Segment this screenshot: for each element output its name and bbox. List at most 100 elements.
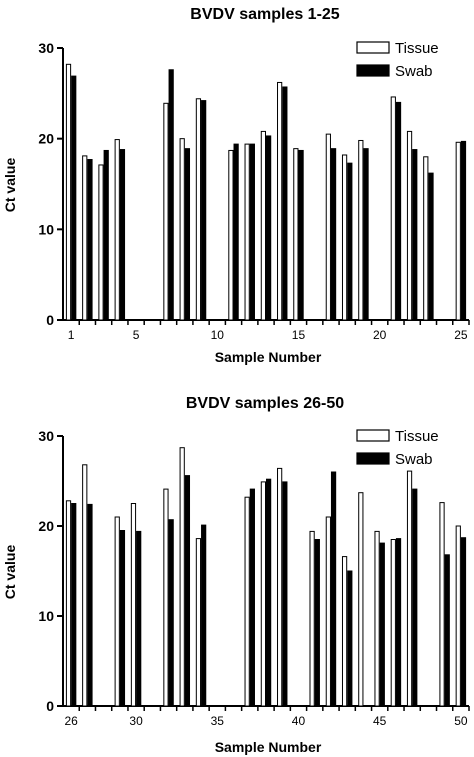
bar-tissue-sample-22 (406, 130, 413, 321)
axes: 0 10 20 30 26 30 35 40 45 50 (38, 428, 470, 728)
bar-tissue-sample-2 (82, 155, 88, 321)
bar-tissue-sample-46 (390, 539, 396, 707)
legend-label-swab: Swab (395, 63, 433, 80)
x-tick-label: 25 (454, 328, 468, 342)
x-tick-label: 30 (129, 714, 143, 728)
bar-swab-sample-23 (428, 172, 434, 321)
chart-title: BVDV samples 1-25 (190, 6, 340, 23)
x-tick-label: 26 (64, 714, 78, 728)
bar-tissue-sample-29 (114, 516, 120, 707)
bar-tissue-sample-38 (260, 481, 266, 707)
chart-panel-1: BVDV samples 1-25 Ct value Sample Number… (2, 6, 470, 365)
bar-swab-sample-32 (168, 519, 174, 707)
bars (65, 63, 467, 321)
bar-swab-sample-26 (71, 503, 77, 707)
bar-swab-sample-38 (266, 478, 272, 707)
bar-swab-sample-19 (363, 148, 369, 321)
chart-title: BVDV samples 26-50 (186, 395, 344, 412)
bar-tissue-sample-7 (163, 102, 169, 321)
bar-tissue-sample-18 (341, 154, 348, 321)
bar-tissue-sample-37 (244, 496, 250, 707)
legend-swatch-swab (356, 64, 390, 77)
bar-tissue-sample-43 (341, 556, 348, 707)
bar-swab-sample-17 (330, 148, 337, 321)
bars (65, 447, 467, 707)
bar-swab-sample-29 (119, 530, 126, 707)
bar-tissue-sample-19 (358, 139, 364, 321)
bar-tissue-sample-47 (406, 470, 413, 707)
bar-tissue-sample-25 (455, 141, 461, 321)
bar-swab-sample-42 (330, 471, 337, 707)
bar-tissue-sample-15 (293, 148, 299, 321)
bar-tissue-sample-26 (65, 500, 72, 707)
y-tick-label: 30 (38, 428, 54, 444)
bar-swab-sample-34 (201, 524, 207, 707)
bar-tissue-sample-33 (179, 447, 185, 707)
bar-swab-sample-21 (395, 101, 402, 321)
bar-tissue-sample-14 (277, 81, 283, 321)
bar-swab-sample-45 (379, 542, 385, 707)
x-axis-label: Sample Number (215, 739, 322, 755)
bar-tissue-sample-42 (325, 516, 331, 707)
bar-tissue-sample-44 (358, 492, 364, 707)
bar-swab-sample-15 (298, 149, 304, 321)
x-tick-label: 50 (454, 714, 468, 728)
bar-swab-sample-22 (412, 149, 418, 321)
y-tick-label: 0 (46, 698, 54, 714)
bar-swab-sample-50 (460, 537, 467, 707)
bar-swab-sample-9 (201, 100, 207, 321)
x-tick-label: 5 (133, 328, 140, 342)
bar-tissue-sample-4 (114, 139, 120, 321)
y-tick-label: 0 (46, 312, 54, 328)
legend-label-tissue: Tissue (395, 40, 439, 57)
bar-swab-sample-47 (412, 488, 418, 707)
y-axis-label: Ct value (2, 545, 18, 600)
bar-tissue-sample-50 (455, 525, 461, 707)
bar-tissue-sample-1 (65, 63, 72, 321)
bar-swab-sample-25 (460, 140, 467, 321)
x-tick-label: 15 (292, 328, 306, 342)
bar-swab-sample-13 (266, 135, 272, 321)
bar-tissue-sample-9 (195, 98, 202, 321)
bar-swab-sample-11 (233, 143, 239, 321)
bar-swab-sample-37 (249, 488, 255, 707)
y-tick-label: 10 (38, 608, 54, 624)
bar-tissue-sample-49 (439, 502, 445, 707)
bar-swab-sample-4 (119, 149, 126, 321)
x-axis-label: Sample Number (215, 349, 322, 365)
bar-tissue-sample-34 (195, 538, 202, 707)
legend-swatch-tissue (356, 429, 390, 442)
bar-swab-sample-49 (444, 554, 450, 707)
bar-swab-sample-1 (71, 75, 77, 321)
bar-tissue-sample-27 (82, 464, 88, 707)
bar-tissue-sample-23 (423, 156, 429, 321)
bar-swab-sample-14 (282, 86, 288, 321)
bar-tissue-sample-32 (163, 488, 169, 707)
bar-tissue-sample-30 (130, 503, 137, 707)
bar-tissue-sample-3 (98, 164, 104, 321)
bar-tissue-sample-21 (390, 96, 396, 321)
x-tick-label: 20 (373, 328, 387, 342)
bar-swab-sample-8 (184, 148, 191, 321)
legend-swatch-swab (356, 452, 390, 465)
legend: Tissue Swab (356, 428, 439, 468)
chart-panel-2: BVDV samples 26-50 Ct value Sample Numbe… (2, 395, 470, 755)
legend: Tissue Swab (356, 40, 439, 80)
bar-swab-sample-39 (282, 481, 288, 707)
bar-swab-sample-12 (249, 143, 255, 321)
x-tick-label: 40 (292, 714, 306, 728)
bar-swab-sample-43 (347, 570, 353, 707)
y-tick-label: 20 (38, 131, 54, 147)
bar-swab-sample-18 (347, 162, 353, 321)
bar-swab-sample-2 (87, 159, 93, 321)
y-tick-label: 30 (38, 40, 54, 56)
y-tick-label: 20 (38, 518, 54, 534)
bar-tissue-sample-8 (179, 138, 185, 321)
bar-swab-sample-3 (103, 149, 109, 321)
bar-tissue-sample-12 (244, 143, 250, 321)
bar-tissue-sample-41 (309, 530, 315, 707)
bar-tissue-sample-39 (277, 467, 283, 707)
bar-swab-sample-27 (87, 503, 93, 707)
